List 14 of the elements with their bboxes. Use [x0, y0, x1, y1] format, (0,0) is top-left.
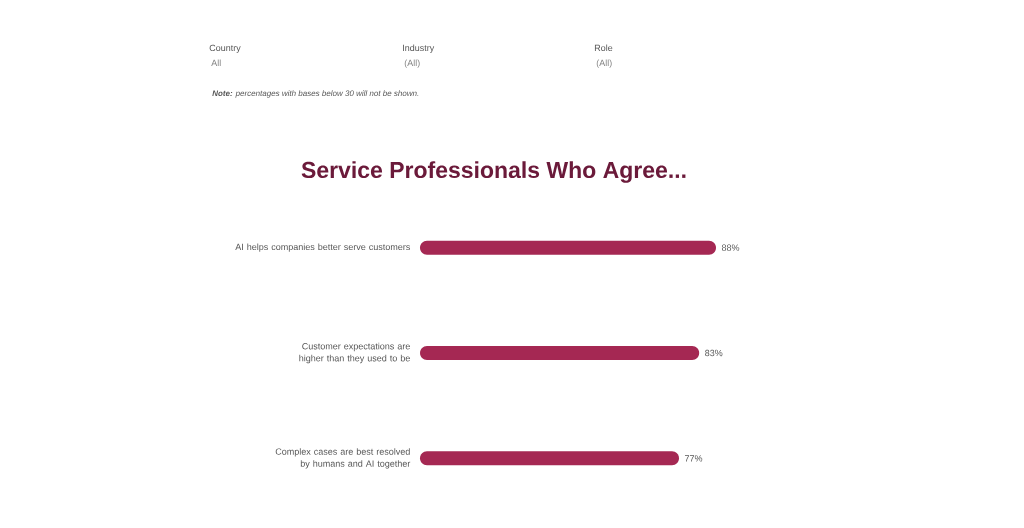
text: Note: percentages with bases below 30 will not be shown.: [212, 90, 419, 98]
text: Country: [209, 44, 241, 53]
y-tick-label: AI helps companies better serve customers: [235, 243, 410, 252]
text: (All): [596, 59, 612, 68]
text: (All): [404, 59, 420, 68]
data-label: 88%: [721, 244, 740, 251]
data-label: 77%: [684, 455, 703, 462]
text: All: [211, 59, 221, 66]
text: Industry: [403, 44, 435, 53]
chart-title: Service Professionals Who Agree...: [301, 161, 686, 183]
data-label: 83%: [705, 349, 723, 357]
y-tick-label: Complex cases are best resolved by humans and AI together: [275, 448, 411, 469]
y-tick-label: Customer expectations are higher than they used to be: [299, 342, 410, 364]
text: Role: [594, 44, 613, 52]
